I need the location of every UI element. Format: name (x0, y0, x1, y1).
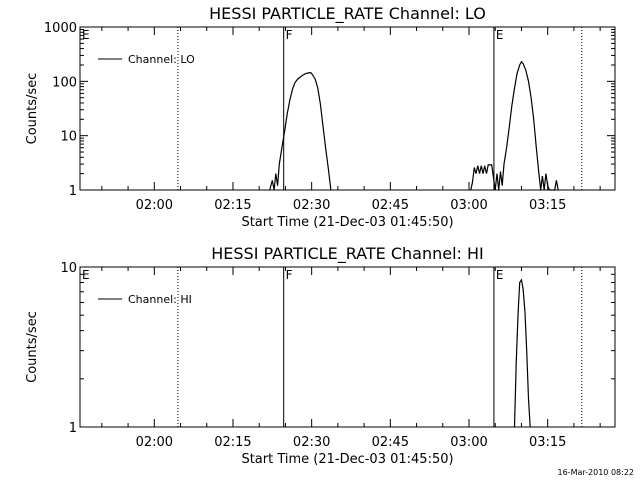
legend-label: Channel: HI (128, 293, 192, 306)
x-tick-label: 03:00 (450, 435, 487, 450)
y-tick-label: 1 (69, 421, 77, 436)
legend-label: Channel: LO (128, 53, 195, 66)
y-axis-label: Counts/sec (25, 311, 40, 383)
y-tick-label: 10 (60, 261, 77, 276)
x-tick-label: 02:00 (136, 435, 173, 450)
y-tick-label: 1 (69, 184, 77, 199)
chart-title: HESSI PARTICLE_RATE Channel: LO (209, 4, 486, 24)
x-tick-label: 03:15 (529, 435, 566, 450)
plot-frame (79, 26, 616, 191)
x-axis-label: Start Time (21-Dec-03 01:45:50) (241, 215, 453, 230)
x-tick-label: 03:15 (529, 198, 566, 213)
series-line (513, 278, 531, 428)
x-tick-label: 02:15 (214, 435, 251, 450)
y-tick-label: 100 (52, 75, 77, 90)
event-marker-label: E (82, 28, 90, 42)
chart-lo-channel: HESSI PARTICLE_RATE Channel: LO Start Ti… (25, 4, 616, 230)
chart-title: HESSI PARTICLE_RATE Channel: HI (211, 244, 484, 264)
y-tick-label: 10 (60, 130, 77, 145)
timestamp-footer: 16-Mar-2010 08:22 (558, 468, 635, 477)
x-tick-label: 02:45 (372, 435, 409, 450)
x-tick-label: 02:15 (214, 198, 251, 213)
x-tick-label: 02:30 (293, 198, 330, 213)
y-axis-label: Counts/sec (25, 73, 40, 145)
event-marker-label: F (286, 268, 293, 282)
x-tick-label: 02:45 (372, 198, 409, 213)
series-line (269, 71, 332, 191)
event-marker-label: F (286, 28, 293, 42)
chart-hi-channel: HESSI PARTICLE_RATE Channel: HI Start Ti… (25, 244, 616, 467)
x-tick-label: 02:30 (293, 435, 330, 450)
event-marker-label: E (82, 268, 90, 282)
x-tick-label: 02:00 (136, 198, 173, 213)
event-marker-label: E (496, 268, 504, 282)
x-tick-label: 03:00 (450, 198, 487, 213)
y-tick-label: 1000 (44, 21, 77, 36)
series-line (470, 60, 559, 191)
event-marker-label: E (496, 28, 504, 42)
plot-frame (79, 266, 616, 428)
x-axis-label: Start Time (21-Dec-03 01:45:50) (241, 452, 453, 467)
